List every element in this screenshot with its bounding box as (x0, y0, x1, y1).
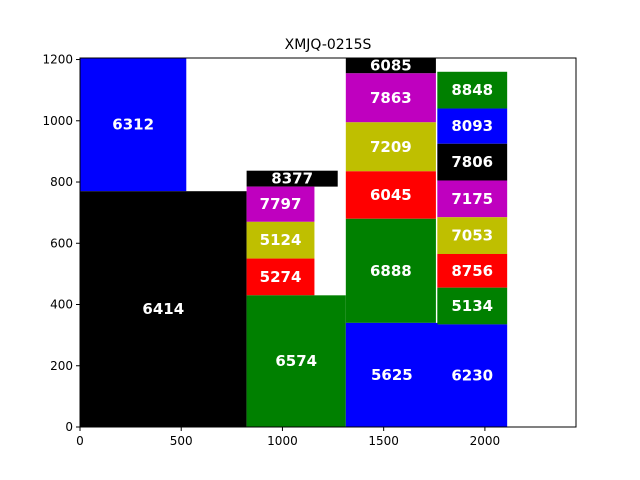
y-tick-label: 800 (50, 175, 73, 189)
rect-label-7053: 7053 (451, 227, 493, 245)
y-axis: 0 200 400 600 800 1000 1200 (42, 53, 80, 434)
rect-label-8848: 8848 (451, 81, 493, 99)
rect-label-5625: 5625 (371, 366, 413, 384)
x-axis: 0 500 1000 1500 2000 (76, 427, 500, 448)
rect-label-6045: 6045 (370, 186, 412, 204)
rect-label-8377: 8377 (271, 170, 313, 188)
y-tick-label: 1000 (42, 114, 73, 128)
rect-label-6414: 6414 (142, 300, 184, 318)
y-tick-label: 0 (65, 420, 73, 434)
x-tick-label: 1500 (368, 434, 399, 448)
x-tick-label: 2000 (470, 434, 501, 448)
rect-label-5124: 5124 (260, 231, 302, 249)
x-tick-label: 1000 (267, 434, 298, 448)
y-tick-label: 200 (50, 359, 73, 373)
rect-label-7863: 7863 (370, 89, 412, 107)
y-tick-label: 600 (50, 236, 73, 250)
rect-label-6230: 6230 (451, 367, 493, 385)
chart-title: XMJQ-0215S (285, 37, 372, 53)
y-tick-label: 400 (50, 298, 73, 312)
rect-label-7797: 7797 (260, 195, 302, 213)
rect-label-6888: 6888 (370, 262, 412, 280)
rect-label-6085: 6085 (370, 57, 412, 75)
rect-label-6312: 6312 (112, 116, 154, 134)
y-tick-label: 1200 (42, 53, 73, 67)
rect-label-5274: 5274 (260, 268, 302, 286)
rect-label-6574: 6574 (275, 352, 317, 370)
x-tick-label: 0 (76, 434, 84, 448)
rect-label-7209: 7209 (370, 138, 412, 156)
rect-label-7175: 7175 (451, 190, 493, 208)
x-tick-label: 500 (170, 434, 193, 448)
rect-label-5134: 5134 (451, 297, 493, 315)
rect-label-8093: 8093 (451, 117, 493, 135)
rect-label-8756: 8756 (451, 262, 493, 280)
rect-label-7806: 7806 (451, 153, 493, 171)
